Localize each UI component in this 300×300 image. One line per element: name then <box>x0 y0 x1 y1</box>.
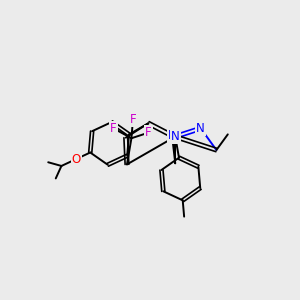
Text: F: F <box>110 122 117 135</box>
Text: F: F <box>130 113 136 126</box>
Text: N: N <box>196 122 205 135</box>
Text: O: O <box>72 152 81 166</box>
Text: N: N <box>168 129 176 142</box>
Text: F: F <box>145 126 152 140</box>
Text: N: N <box>171 130 180 143</box>
